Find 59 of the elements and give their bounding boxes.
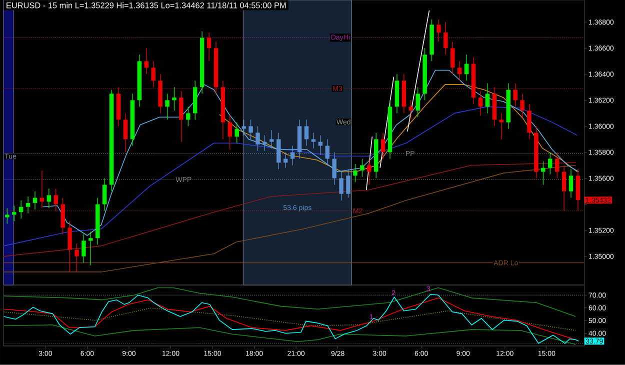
chart-title: EURUSD - 15 min L=1.35229 Hi=1.36135 Lo=1.34462 11/18/11 04:55:00 PM bbox=[6, 2, 286, 8]
candlestick bbox=[242, 119, 246, 136]
candlestick bbox=[74, 243, 79, 272]
candlestick bbox=[485, 83, 490, 114]
candlestick bbox=[12, 205, 16, 222]
candlestick bbox=[464, 54, 469, 82]
candlestick bbox=[360, 158, 364, 178]
candlestick bbox=[206, 32, 212, 62]
candlestick bbox=[332, 152, 336, 186]
candlestick bbox=[151, 60, 156, 88]
candlestick bbox=[339, 172, 344, 201]
candlestick bbox=[102, 178, 107, 212]
candlestick bbox=[144, 48, 149, 75]
candlestick bbox=[5, 208, 10, 224]
candlestick bbox=[60, 198, 65, 235]
candlestick bbox=[123, 112, 128, 153]
candlestick bbox=[568, 168, 574, 198]
candlestick bbox=[172, 86, 176, 112]
candlestick bbox=[444, 22, 448, 56]
candlestick bbox=[527, 104, 532, 140]
candlestick bbox=[54, 188, 58, 212]
candlestick bbox=[562, 164, 566, 212]
candlestick bbox=[520, 93, 524, 118]
candlestick bbox=[346, 168, 350, 198]
candlestick bbox=[248, 119, 253, 140]
candlestick bbox=[88, 231, 93, 266]
candlestick bbox=[46, 188, 52, 209]
candlestick bbox=[499, 112, 504, 140]
candlestick bbox=[290, 145, 295, 166]
candlestick bbox=[325, 138, 330, 166]
candlestick bbox=[262, 135, 267, 152]
candlestick bbox=[18, 200, 24, 220]
candlestick bbox=[186, 106, 190, 127]
candlestick bbox=[541, 161, 546, 186]
candlestick bbox=[353, 164, 358, 183]
candlestick bbox=[311, 132, 316, 149]
candlestick bbox=[276, 132, 281, 170]
candlestick bbox=[68, 220, 72, 272]
candlestick bbox=[234, 122, 239, 144]
candlestick bbox=[165, 93, 170, 120]
candlestick bbox=[32, 191, 38, 210]
candlestick bbox=[436, 19, 441, 42]
candlestick bbox=[26, 196, 30, 214]
candlestick bbox=[478, 90, 483, 116]
candlestick bbox=[513, 83, 518, 108]
candlestick bbox=[416, 86, 420, 118]
candlestick bbox=[548, 152, 552, 175]
candlestick bbox=[283, 152, 288, 168]
candlestick bbox=[179, 90, 184, 142]
candlestick bbox=[458, 60, 462, 82]
candlestick bbox=[82, 234, 86, 264]
candlestick bbox=[408, 100, 414, 120]
candlestick bbox=[450, 41, 455, 75]
candlestick bbox=[228, 116, 232, 150]
candlestick bbox=[304, 119, 309, 146]
candlestick bbox=[270, 130, 274, 149]
candlestick bbox=[380, 132, 386, 160]
candlestick bbox=[554, 152, 560, 179]
candlestick bbox=[256, 126, 260, 152]
